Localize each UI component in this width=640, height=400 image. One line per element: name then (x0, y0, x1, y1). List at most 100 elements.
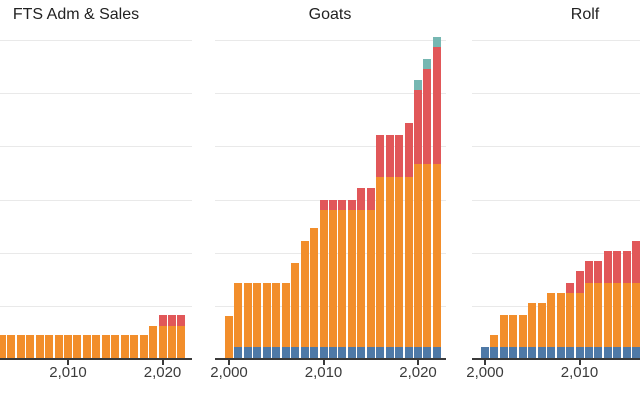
bar-segment-blue (584, 346, 593, 358)
bar-segment-teal (423, 59, 432, 70)
bar-segment-orange (347, 209, 356, 347)
bar-segment-orange (149, 326, 158, 358)
bar-segment-red (319, 199, 328, 210)
gridline (0, 199, 192, 201)
bar-segment-orange (509, 314, 518, 347)
x-axis (0, 358, 192, 360)
bar-segment-orange (281, 282, 290, 347)
gridline (472, 199, 640, 201)
bar-segment-red (404, 122, 413, 178)
bar-segment-orange (225, 315, 233, 358)
bar-segment-blue (622, 346, 631, 358)
bar-segment-orange (338, 209, 347, 347)
bar-segment-orange (272, 282, 281, 347)
bar-segment-orange (300, 241, 309, 347)
bar-segment-orange (73, 335, 82, 358)
bar-segment-blue (528, 346, 537, 358)
x-tick-label: 2,010 (560, 364, 599, 381)
bar-segment-orange (234, 282, 243, 347)
bar-segment-orange (262, 282, 271, 347)
gridline (0, 252, 192, 254)
bar-segment-red (432, 47, 441, 165)
bar-segment-blue (253, 346, 262, 358)
bar-segment-teal (432, 36, 441, 48)
bar-segment-blue (632, 346, 640, 358)
bar-segment-orange (177, 326, 186, 358)
bar-segment-orange (584, 282, 593, 347)
bar-segment-orange (16, 335, 25, 358)
bar-segment-blue (243, 346, 252, 358)
bar-segment-red (566, 282, 575, 293)
bar-segment-orange (82, 335, 91, 358)
x-axis (215, 358, 446, 360)
bar-segment-blue (603, 346, 612, 358)
bar-segment-blue (509, 346, 518, 358)
gridline (215, 199, 446, 201)
x-tick (578, 360, 581, 365)
bar-segment-blue (423, 346, 432, 358)
bar-segment-blue (414, 346, 422, 358)
bar-segment-orange (556, 293, 565, 347)
x-tick-label: 2,010 (49, 364, 87, 381)
bar-segment-orange (92, 335, 101, 358)
bar-segment-blue (376, 346, 385, 358)
bar-segment-blue (613, 346, 622, 358)
bar-segment-orange (158, 326, 167, 358)
bar-segment-orange (310, 227, 319, 347)
bar-segment-blue (404, 346, 413, 358)
bar-segment-orange (243, 282, 252, 347)
bar-segment-red (338, 199, 347, 210)
bar-segment-blue (366, 346, 375, 358)
bar-segment-red (594, 260, 603, 283)
bar-segment-blue (319, 346, 328, 358)
x-tick (161, 360, 164, 365)
gridline (215, 92, 446, 94)
bar-segment-red (328, 199, 337, 210)
bar-segment-blue (518, 346, 527, 358)
bar-segment-blue (395, 346, 404, 358)
bar-segment-red (575, 270, 584, 293)
bar-segment-orange (566, 292, 575, 347)
bar-segment-orange (54, 335, 63, 358)
x-tick-label: 2,000 (466, 364, 504, 381)
bar-segment-blue (566, 346, 575, 358)
bar-segment-orange (622, 282, 631, 347)
gridline (0, 92, 192, 94)
gridline (215, 146, 446, 148)
bar-segment-red (622, 251, 631, 283)
x-tick (484, 360, 486, 365)
bar-segment-orange (167, 326, 176, 358)
bar-segment-orange (139, 335, 148, 358)
bar-segment-red (158, 314, 167, 326)
bar-segment-orange (547, 293, 556, 347)
bar-segment-blue (357, 346, 366, 358)
bar-segment-blue (310, 346, 319, 358)
bar-segment-blue (594, 346, 603, 358)
bar-segment-orange (385, 177, 394, 347)
x-tick-label: 2,010 (304, 364, 343, 381)
bar-segment-orange (575, 292, 584, 347)
x-axis (472, 358, 640, 360)
bar-segment-red (366, 187, 375, 210)
bar-segment-blue (499, 346, 508, 358)
bar-segment-red (632, 240, 640, 283)
gridline (0, 306, 192, 308)
bar-segment-blue (556, 346, 565, 358)
chart-title-rolf: Rolf (570, 6, 600, 23)
gridline (472, 306, 640, 308)
bar-segment-orange (376, 177, 385, 347)
bar-segment-orange (328, 209, 337, 347)
bar-segment-blue (481, 346, 489, 358)
gridline (215, 39, 446, 41)
bar-segment-orange (130, 335, 139, 358)
bar-segment-red (423, 69, 432, 165)
gridline (215, 306, 446, 308)
bar-segment-blue (328, 346, 337, 358)
bar-segment-orange (253, 282, 262, 347)
bar-segment-blue (291, 346, 300, 358)
x-tick-label: 2,000 (210, 364, 248, 381)
